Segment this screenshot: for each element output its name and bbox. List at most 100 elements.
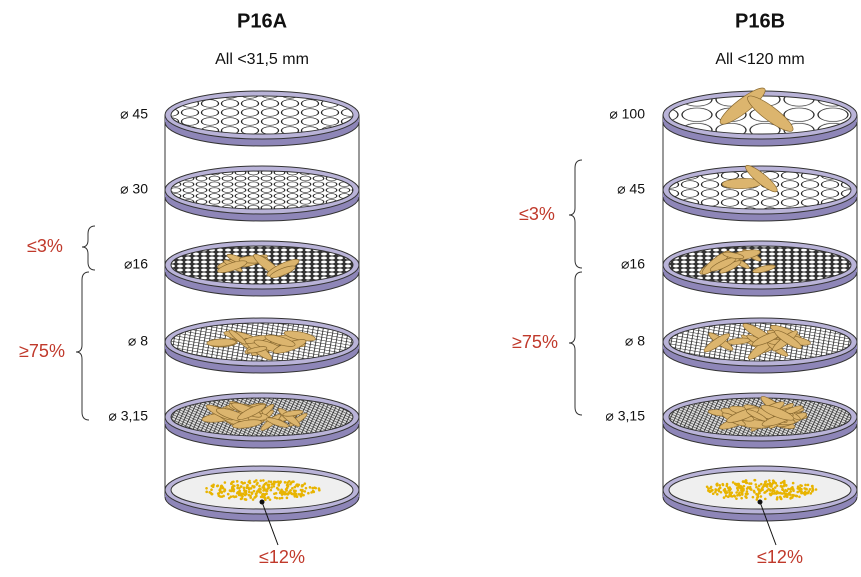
grain <box>284 488 288 491</box>
grain <box>236 484 239 487</box>
grain <box>808 488 812 491</box>
grain <box>294 489 297 493</box>
grain <box>763 497 767 501</box>
grain <box>733 495 737 498</box>
grain <box>229 489 233 493</box>
grain <box>791 487 795 491</box>
grain <box>258 490 261 494</box>
grain <box>798 486 802 490</box>
grain <box>717 488 720 492</box>
grain <box>715 492 719 496</box>
grain <box>749 482 753 485</box>
grain <box>721 483 725 487</box>
grain <box>748 487 752 490</box>
grain <box>714 488 718 492</box>
grain <box>715 483 718 486</box>
grain <box>271 482 275 486</box>
grain <box>759 495 763 498</box>
grain <box>217 494 221 497</box>
grain <box>738 491 741 494</box>
grain <box>764 480 768 483</box>
panel-title: P16B <box>735 10 785 32</box>
grain <box>779 481 783 485</box>
sieve-label: ⌀16 <box>621 256 645 272</box>
grain <box>270 486 273 489</box>
grain <box>753 478 756 482</box>
grain <box>226 492 230 496</box>
grain <box>291 480 294 484</box>
debris <box>703 333 731 353</box>
grain <box>262 479 265 482</box>
grain <box>249 496 253 499</box>
grain <box>722 496 726 499</box>
grain <box>709 486 712 490</box>
grain <box>230 482 233 485</box>
percent-label: ≥75% <box>19 341 65 361</box>
grain <box>251 498 255 501</box>
grain <box>762 484 765 488</box>
grain <box>755 485 758 489</box>
sieve-label: ⌀16 <box>124 256 148 272</box>
grain <box>304 486 308 490</box>
grain <box>254 479 258 482</box>
grain <box>764 483 768 487</box>
grain <box>229 495 233 499</box>
grain <box>800 490 803 493</box>
debris <box>228 329 247 345</box>
grain <box>768 492 772 496</box>
brace <box>81 225 96 271</box>
grain <box>740 493 744 496</box>
grain <box>241 482 245 485</box>
grain <box>776 496 779 499</box>
grain <box>806 491 810 495</box>
grain <box>257 488 261 491</box>
panel-title: P16A <box>237 10 287 32</box>
grain <box>223 481 227 484</box>
grain <box>264 481 268 485</box>
grain <box>739 485 743 488</box>
grain <box>742 489 745 492</box>
sieve-label: ⌀ 100 <box>609 106 645 122</box>
debris <box>722 251 745 260</box>
grain <box>248 481 252 485</box>
grain <box>728 493 731 497</box>
grain <box>754 483 758 486</box>
grain <box>236 491 240 495</box>
grain <box>223 489 227 492</box>
grain <box>285 496 289 500</box>
grain <box>293 485 297 489</box>
grain <box>215 484 219 488</box>
grain <box>779 484 783 488</box>
sieve-label: ⌀ 8 <box>128 333 148 349</box>
grain <box>247 493 251 497</box>
grain <box>261 495 264 499</box>
grain <box>250 491 254 495</box>
debris <box>237 403 266 420</box>
grain <box>269 488 273 492</box>
grain <box>246 483 249 487</box>
grain <box>211 485 215 489</box>
debris <box>265 417 289 428</box>
grain <box>272 485 276 488</box>
grain <box>719 490 723 494</box>
grain <box>253 485 256 488</box>
grain <box>258 484 261 488</box>
grain <box>302 493 305 497</box>
percent-label: ≥75% <box>512 332 558 352</box>
grain <box>783 490 786 493</box>
grain <box>761 488 764 492</box>
percent-label: ≤12% <box>757 547 803 567</box>
grain <box>263 493 267 497</box>
grain <box>254 492 258 496</box>
grain <box>312 490 316 494</box>
grain <box>286 481 289 484</box>
grain <box>284 492 287 496</box>
grain <box>205 486 208 490</box>
grain <box>798 495 801 499</box>
grain <box>267 496 270 499</box>
sieve-mesh <box>170 170 354 210</box>
grain <box>771 487 775 491</box>
grain <box>727 486 730 490</box>
grain <box>784 484 788 487</box>
grain <box>210 488 213 492</box>
